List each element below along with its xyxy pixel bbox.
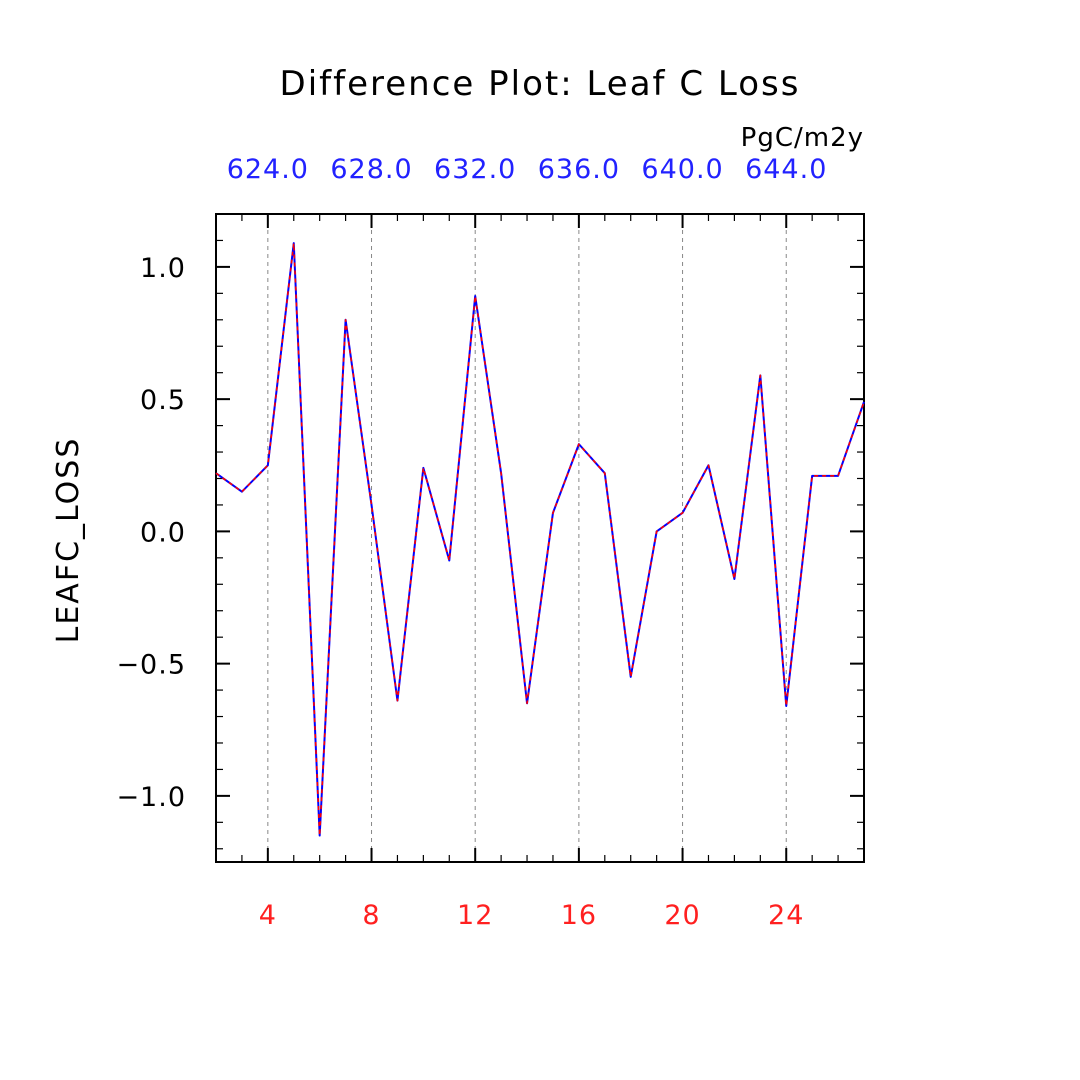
units-label: PgC/m2y [741, 123, 864, 153]
x-tick-label-top-3: 636.0 [538, 154, 620, 185]
chart-title: Difference Plot: Leaf C Loss [280, 64, 801, 104]
x-tick-label-top-4: 640.0 [641, 154, 723, 185]
x-tick-label-bottom-1: 8 [362, 900, 380, 931]
x-tick-label-top-0: 624.0 [227, 154, 309, 185]
y-tick-label-2: 0.0 [140, 517, 186, 548]
grid-lines [267, 214, 787, 862]
x-tick-label-bottom-5: 24 [768, 900, 804, 931]
x-tick-label-top-1: 628.0 [330, 154, 412, 185]
y-tick-label-3: 0.5 [140, 385, 186, 416]
x-tick-label-bottom-4: 20 [664, 900, 700, 931]
axis-ticks [215, 213, 865, 862]
plot-frame [215, 213, 865, 863]
x-tick-label-bottom-0: 4 [259, 900, 277, 931]
series-line-1 [215, 242, 865, 837]
x-tick-label-bottom-2: 12 [457, 900, 493, 931]
y-tick-label-0: −1.0 [116, 782, 186, 813]
data-series [215, 242, 865, 837]
x-tick-label-top-5: 644.0 [745, 154, 827, 185]
y-tick-label-4: 1.0 [140, 253, 186, 284]
x-tick-label-top-2: 632.0 [434, 154, 516, 185]
y-axis-label: LEAFC_LOSS [51, 437, 86, 644]
plot-border [215, 213, 865, 863]
y-tick-label-1: −0.5 [116, 650, 186, 681]
x-tick-label-bottom-3: 16 [561, 900, 597, 931]
tick-labels: −1.0 −0.5 0.0 0.5 1.0 4 8 12 16 20 24 624.0 628.0 632… [116, 154, 827, 931]
